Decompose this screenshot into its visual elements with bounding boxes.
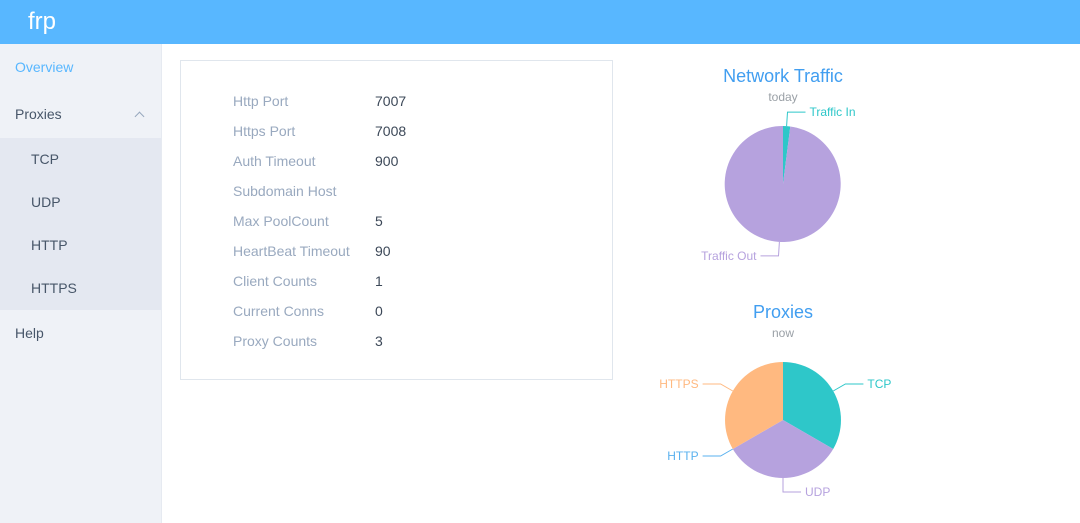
overview-row-value: 5 — [375, 213, 383, 229]
sidebar-item-label: UDP — [31, 194, 61, 210]
chart-subtitle: today — [768, 90, 798, 104]
table-row: Proxy Counts 3 — [181, 326, 612, 356]
table-row: Client Counts 1 — [181, 266, 612, 296]
pie-slice-udp — [732, 420, 834, 478]
pie-slice-label: HTTPS — [659, 377, 698, 391]
sidebar-item-tcp[interactable]: TCP — [0, 138, 161, 181]
proxies-chart: Proxies now TCP UDP HTTP HTTPS — [633, 300, 933, 507]
server-info-panel: Http Port 7007 Https Port 7008 Auth Time… — [180, 60, 613, 380]
overview-row-label: Current Conns — [233, 303, 325, 319]
pie-slice-traffic-in — [783, 126, 791, 184]
sidebar-submenu-proxies: TCP UDP HTTP HTTPS — [0, 138, 161, 310]
sidebar-item-http[interactable]: HTTP — [0, 224, 161, 267]
overview-row-value: 3 — [375, 333, 383, 349]
sidebar-item-label: Overview — [15, 59, 74, 75]
sidebar-item-help[interactable]: Help — [0, 310, 161, 357]
table-row: Http Port 7007 — [181, 86, 612, 116]
sidebar-item-udp[interactable]: UDP — [0, 181, 161, 224]
pie-slice-label: Traffic Out — [701, 249, 757, 263]
overview-row-label: Subdomain Host — [233, 183, 337, 199]
pie-slice-label: HTTP — [667, 449, 698, 463]
table-row: Subdomain Host — [181, 176, 612, 206]
pie-slice-tcp — [783, 362, 841, 449]
table-row: Https Port 7008 — [181, 116, 612, 146]
overview-row-value: 90 — [375, 243, 391, 259]
pie-label-line — [832, 383, 864, 392]
sidebar-item-label: Help — [15, 325, 44, 341]
overview-row-value: 7007 — [375, 93, 407, 109]
pie-label-line — [760, 241, 780, 257]
network-traffic-chart: Network Traffic today Traffic In Traffic … — [633, 64, 933, 271]
table-row: Max PoolCount 5 — [181, 206, 612, 236]
table-row: HeartBeat Timeout 90 — [181, 236, 612, 266]
chart-title: Network Traffic — [723, 66, 843, 86]
pie-slice-label: TCP — [867, 377, 891, 391]
overview-row-label: Auth Timeout — [233, 153, 316, 169]
overview-row-value: 900 — [375, 153, 399, 169]
overview-row-value: 7008 — [375, 123, 407, 139]
pie-slice-label: Traffic In — [810, 106, 856, 119]
pie-slice-label: UDP — [805, 485, 830, 499]
pie-label-line — [702, 448, 734, 457]
overview-row-label: HeartBeat Timeout — [233, 243, 350, 259]
sidebar-item-label: HTTPS — [31, 280, 77, 296]
sidebar-item-label: Proxies — [15, 106, 62, 122]
sidebar-item-overview[interactable]: Overview — [0, 44, 161, 91]
table-row: Auth Timeout 900 — [181, 146, 612, 176]
table-row: Current Conns 0 — [181, 296, 612, 326]
overview-row-value: 0 — [375, 303, 383, 319]
overview-row-label: Http Port — [233, 93, 289, 109]
chart-title: Proxies — [752, 302, 814, 322]
proxies-pie-chart: TCP UDP HTTP HTTPS — [659, 362, 891, 499]
overview-row-label: Max PoolCount — [233, 213, 329, 229]
pie-slice-traffic-out — [724, 125, 841, 242]
app-logo: frp — [28, 8, 57, 35]
chart-subtitle: now — [771, 326, 794, 340]
main-content: Http Port 7007 Https Port 7008 Auth Time… — [162, 44, 1080, 523]
sidebar-item-label: HTTP — [31, 237, 68, 253]
sidebar-item-https[interactable]: HTTPS — [0, 267, 161, 310]
sidebar-item-label: TCP — [31, 151, 59, 167]
network-traffic-pie-chart: Traffic In Traffic Out — [701, 106, 856, 263]
chevron-up-icon — [134, 111, 145, 121]
pie-slice-https — [725, 362, 783, 449]
pie-label-line — [702, 383, 734, 392]
pie-label-line — [786, 111, 806, 127]
header-bar: frp — [0, 0, 1080, 44]
overview-row-label: Https Port — [233, 123, 296, 139]
overview-row-label: Client Counts — [233, 273, 318, 289]
sidebar: Overview Proxies TCP UDP HTTP HTTPS Help — [0, 44, 162, 523]
overview-row-value: 1 — [375, 273, 383, 289]
pie-label-line — [782, 478, 801, 493]
sidebar-item-proxies[interactable]: Proxies — [0, 91, 161, 138]
overview-row-label: Proxy Counts — [233, 333, 318, 349]
